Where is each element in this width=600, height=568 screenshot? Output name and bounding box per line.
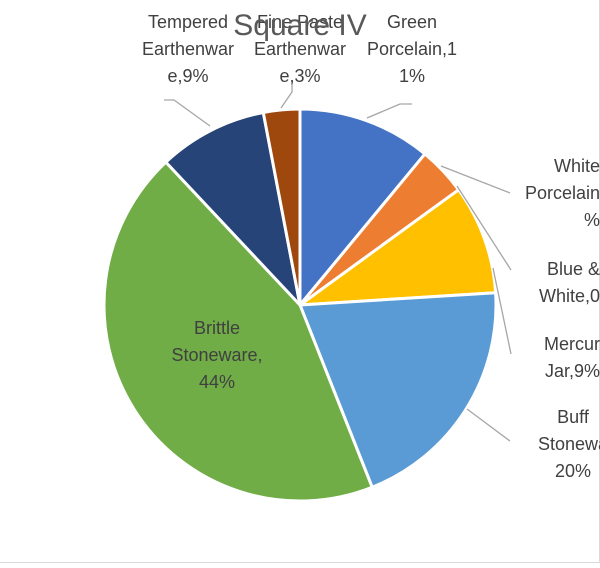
pie-slices [102, 107, 498, 503]
leader-line-fine-paste-earthenware [280, 82, 293, 109]
data-label-tempered-earthenware: Tempered Earthenwar e,9% [142, 12, 234, 86]
leader-line-tempered-earthenware [164, 99, 211, 127]
leader-line-blue-white [456, 185, 512, 271]
slice-labels: Green Porcelain,1 1% White Porcelain % Blue & W… [142, 12, 600, 481]
data-label-mercury-jar: Mercur Jar,9% [544, 334, 600, 381]
data-label-green-porcelain: Green Porcelain,1 1% [367, 12, 457, 86]
data-label-white-porcelain: White Porcelain% [525, 156, 600, 230]
pie-slice-fine-paste-earthenware [261, 107, 302, 306]
leader-line-buff-stoneware [466, 408, 511, 442]
data-label-fine-paste-earthenware: Fine Paste Earthenwar e,3% [254, 12, 346, 86]
data-label-blue-white: Blue & White,0 [539, 259, 600, 306]
pie-slice-brittle-stoneware [102, 160, 375, 503]
leader-line-white-porcelain [440, 165, 511, 194]
leader-line-mercury-jar [492, 267, 512, 355]
chart-title: Square IV [233, 9, 366, 42]
data-label-brittle-stoneware: Brittle Stoneware, 44% [171, 318, 262, 392]
pie-slice-buff-stoneware [297, 291, 498, 490]
leader-lines [164, 82, 512, 442]
pie-slice-tempered-earthenware [163, 110, 303, 310]
data-label-buff-stoneware: BuffStonewa20% [538, 407, 600, 481]
leader-line-green-porcelain [366, 103, 412, 119]
pie-slice-green-porcelain [298, 107, 428, 310]
